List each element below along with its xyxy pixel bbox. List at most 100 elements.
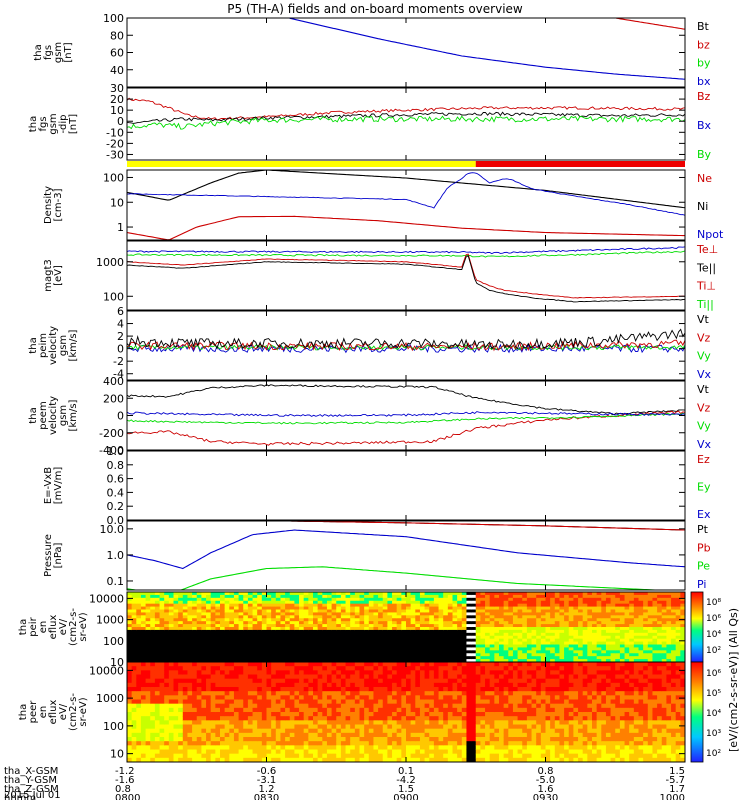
y-tick-label: -20 <box>106 137 124 150</box>
y-axis-label: [mV/m] <box>53 467 64 505</box>
panel-frame <box>126 17 686 88</box>
legend-entry: bx <box>697 75 711 88</box>
colorbar-tick: 10⁴ <box>706 630 721 640</box>
series-Pe <box>127 566 667 590</box>
y-axis-label: [cm-3] <box>53 188 64 221</box>
legend-entry: Bz <box>697 90 711 103</box>
legend-entry: Ni <box>697 200 708 213</box>
panel-10: 10000 1000 100 10 tha peer en eflux eV/(cm2-s-sr… <box>18 661 686 763</box>
ephemeris-label: tha_X-GSM <box>4 766 58 777</box>
y-axis-label: tha <box>28 337 39 353</box>
y-axis-label: tha <box>18 619 29 635</box>
y-tick-label: -30 <box>106 148 124 161</box>
y-tick-label: 1 <box>117 221 124 234</box>
y-tick-label: 0.8 <box>107 459 125 472</box>
y-tick-label: 1000 <box>96 256 124 269</box>
colorbar-bottom <box>690 661 704 763</box>
panel-9: 10000 1000 100 10 tha peir en eflux eV/(cm2-s-sr… <box>18 591 686 669</box>
ephemeris-value: 0.8 <box>538 766 554 777</box>
y-axis-label: eV/ <box>58 703 69 720</box>
ephemeris-value: 1.5 <box>398 784 414 795</box>
y-tick-label: 2 <box>117 330 124 343</box>
ephemeris-value: 1000 <box>660 793 685 800</box>
ephemeris-value: -4.2 <box>396 775 416 786</box>
y-axis-label: eflux <box>48 615 59 640</box>
legend-entry: Te⊥ <box>696 243 718 256</box>
y-axis-label: [nT] <box>63 42 74 62</box>
legend-entry: Pb <box>697 541 711 554</box>
y-tick-label: 0.1 <box>107 575 125 588</box>
legend-entry: Vt <box>697 383 710 396</box>
ephemeris-value: -1.6 <box>115 775 135 786</box>
y-tick-label: 30 <box>110 82 124 95</box>
ephemeris-value: -5.7 <box>665 775 685 786</box>
y-axis-label: (cm2-s- <box>68 608 79 646</box>
series-Vt <box>127 328 685 350</box>
y-tick-label: -4 <box>113 368 124 381</box>
panel-frame <box>126 520 686 591</box>
y-tick-label: 0.6 <box>107 473 125 486</box>
series-Npot <box>127 172 685 216</box>
y-axis-label: en <box>38 621 49 634</box>
y-axis-label: [km/s] <box>68 399 79 431</box>
ephemeris-value: 1.5 <box>669 766 685 777</box>
ephemeris-table: tha_X-GSM -1.2 -0.6 0.1 0.8 1.5 tha_Y-GSM -1.6 -… <box>4 766 685 800</box>
colorbar-tick: 10⁵ <box>706 689 721 699</box>
ephemeris-value: -0.6 <box>257 766 277 777</box>
colorbar-label: [eV/(cm2-s-sr-eV)] (All Qs) <box>727 608 740 752</box>
y-axis-label: peem <box>38 401 49 429</box>
series-Bz <box>127 97 685 121</box>
ephemeris-value: 0930 <box>533 793 558 800</box>
y-axis-label: gsm <box>48 113 59 134</box>
y-axis-label: en <box>38 706 49 719</box>
legend-entry: Ez <box>697 453 710 466</box>
panel-frame <box>126 169 686 241</box>
mode-bar-segment-yellow <box>127 161 476 167</box>
y-axis-label: E=-VxB <box>43 467 54 504</box>
y-axis-label: peer <box>28 700 39 724</box>
y-tick-label: 1.0 <box>107 445 125 458</box>
y-tick-label: 4 <box>117 318 124 331</box>
y-tick-label: 0.2 <box>107 500 125 513</box>
legend-entry: Ex <box>697 508 711 521</box>
ephemeris-value: -5.0 <box>536 775 556 786</box>
y-tick-label: 100 <box>103 171 124 184</box>
series-Te⊥ <box>127 253 685 299</box>
legend-entry: Vz <box>697 401 711 414</box>
y-tick-label: -400 <box>99 444 124 457</box>
y-tick-label: 0.4 <box>107 486 125 499</box>
y-axis-label: fgs <box>43 45 54 60</box>
series-Ne <box>127 215 685 240</box>
ephemeris-value: 1.7 <box>669 784 685 795</box>
y-tick-label: 60 <box>110 47 124 60</box>
y-tick-label: 200 <box>103 392 124 405</box>
y-tick-label: 400 <box>103 375 124 388</box>
y-axis-label: velocity <box>48 326 59 365</box>
ephemeris-date: 2015 Jul 01 <box>4 790 61 800</box>
y-tick-label: 10 <box>110 748 124 761</box>
legend-entry: Pt <box>697 523 709 536</box>
series-bx <box>288 18 685 80</box>
y-tick-label: 80 <box>110 29 124 42</box>
legend-entry: Bt <box>697 20 710 33</box>
legend-entry: Ti⊥ <box>696 280 716 293</box>
series-Bx <box>127 111 685 124</box>
y-axis-label: [nT] <box>68 114 79 134</box>
y-tick-label: 10000 <box>89 664 124 677</box>
y-axis-label: [nPa] <box>53 542 64 568</box>
spectrogram-peir <box>127 592 685 662</box>
ephemeris-label: hhmm <box>4 793 36 800</box>
legend-entry: Bx <box>697 119 712 132</box>
y-tick-label: 10 <box>110 104 124 117</box>
y-tick-label: 10.0 <box>100 523 125 536</box>
ephemeris-value: 0830 <box>254 793 279 800</box>
y-tick-label: -2 <box>113 355 124 368</box>
y-axis-label: magt3 <box>43 259 54 292</box>
y-tick-label: 0 <box>117 115 124 128</box>
ephemeris-value: 0.8 <box>115 784 131 795</box>
legend-entry: Pi <box>697 578 706 591</box>
panel-6: 400 200 0 -200 -400 tha peem velocity gsm [km/s] V… <box>28 375 712 457</box>
y-tick-label: 0 <box>117 410 124 423</box>
